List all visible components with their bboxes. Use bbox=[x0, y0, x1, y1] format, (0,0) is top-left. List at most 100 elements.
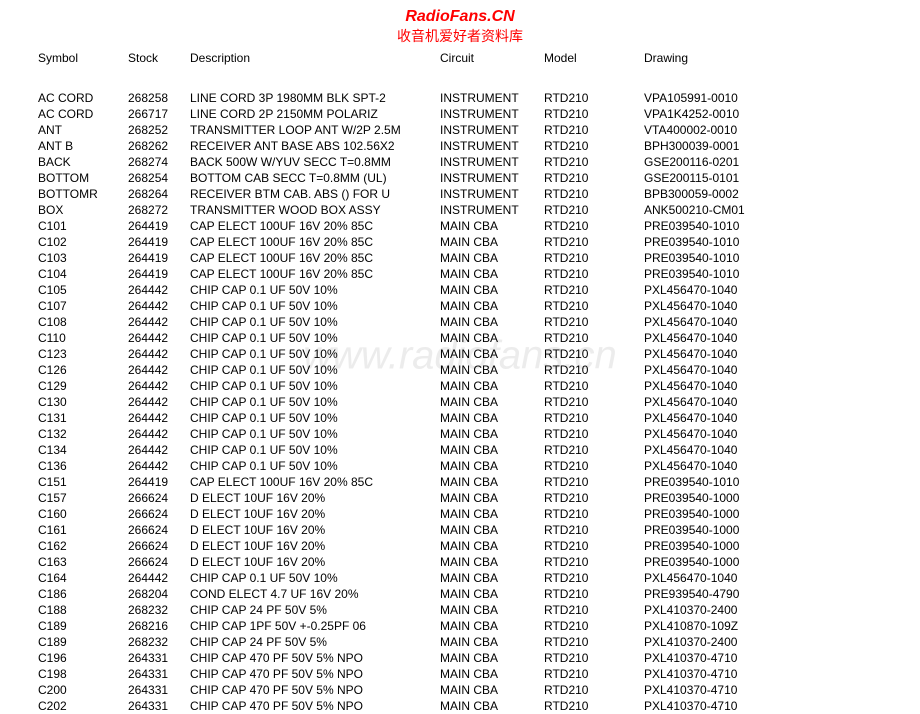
table-cell: 264442 bbox=[128, 314, 190, 330]
table-cell: C198 bbox=[38, 666, 128, 682]
table-cell: BACK bbox=[38, 154, 128, 170]
table-row: C164264442CHIP CAP 0.1 UF 50V 10%MAIN CB… bbox=[38, 570, 882, 586]
table-cell: RTD210 bbox=[544, 362, 644, 378]
table-cell: CAP ELECT 100UF 16V 20% 85C bbox=[190, 266, 440, 282]
table-cell: 266624 bbox=[128, 506, 190, 522]
table-cell: MAIN CBA bbox=[440, 618, 544, 634]
table-cell: 264442 bbox=[128, 570, 190, 586]
table-cell: C196 bbox=[38, 650, 128, 666]
table-cell: C134 bbox=[38, 442, 128, 458]
table-cell: D ELECT 10UF 16V 20% bbox=[190, 538, 440, 554]
table-cell: CHIP CAP 470 PF 50V 5% NPO bbox=[190, 682, 440, 698]
table-cell: MAIN CBA bbox=[440, 698, 544, 714]
table-cell: CHIP CAP 0.1 UF 50V 10% bbox=[190, 458, 440, 474]
table-row: C136264442CHIP CAP 0.1 UF 50V 10%MAIN CB… bbox=[38, 458, 882, 474]
table-cell: C130 bbox=[38, 394, 128, 410]
table-cell: MAIN CBA bbox=[440, 218, 544, 234]
table-row: C126264442CHIP CAP 0.1 UF 50V 10%MAIN CB… bbox=[38, 362, 882, 378]
table-cell: RTD210 bbox=[544, 234, 644, 250]
table-cell: PRE939540-4790 bbox=[644, 586, 804, 602]
table-cell: RTD210 bbox=[544, 682, 644, 698]
table-cell: LINE CORD 3P 1980MM BLK SPT-2 bbox=[190, 90, 440, 106]
table-header-row: Symbol Stock Description Circuit Model D… bbox=[38, 50, 882, 90]
table-cell: 266624 bbox=[128, 522, 190, 538]
table-cell: RTD210 bbox=[544, 106, 644, 122]
table-row: BOTTOM268254BOTTOM CAB SECC T=0.8MM (UL)… bbox=[38, 170, 882, 186]
table-cell: RTD210 bbox=[544, 458, 644, 474]
table-cell: INSTRUMENT bbox=[440, 154, 544, 170]
table-row: C189268216CHIP CAP 1PF 50V +-0.25PF 06MA… bbox=[38, 618, 882, 634]
table-cell: 268272 bbox=[128, 202, 190, 218]
table-cell: MAIN CBA bbox=[440, 538, 544, 554]
table-cell: PXL456470-1040 bbox=[644, 282, 804, 298]
col-header-model: Model bbox=[544, 50, 644, 66]
table-cell: BOTTOM CAB SECC T=0.8MM (UL) bbox=[190, 170, 440, 186]
table-cell: C200 bbox=[38, 682, 128, 698]
table-cell: PRE039540-1000 bbox=[644, 490, 804, 506]
table-cell: CAP ELECT 100UF 16V 20% 85C bbox=[190, 234, 440, 250]
table-row: C202264331CHIP CAP 470 PF 50V 5% NPOMAIN… bbox=[38, 698, 882, 714]
table-cell: PXL410870-109Z bbox=[644, 618, 804, 634]
table-cell: MAIN CBA bbox=[440, 282, 544, 298]
table-row: C107264442CHIP CAP 0.1 UF 50V 10%MAIN CB… bbox=[38, 298, 882, 314]
table-cell: PXL456470-1040 bbox=[644, 410, 804, 426]
table-cell: RTD210 bbox=[544, 266, 644, 282]
table-cell: MAIN CBA bbox=[440, 250, 544, 266]
table-cell: INSTRUMENT bbox=[440, 202, 544, 218]
table-cell: RTD210 bbox=[544, 170, 644, 186]
table-cell: RTD210 bbox=[544, 314, 644, 330]
table-cell: INSTRUMENT bbox=[440, 106, 544, 122]
col-header-drawing: Drawing bbox=[644, 50, 804, 66]
table-cell: VPA105991-0010 bbox=[644, 90, 804, 106]
table-cell: PXL410370-4710 bbox=[644, 698, 804, 714]
table-cell: PXL456470-1040 bbox=[644, 458, 804, 474]
table-cell: MAIN CBA bbox=[440, 522, 544, 538]
table-cell: MAIN CBA bbox=[440, 410, 544, 426]
table-cell: 264442 bbox=[128, 282, 190, 298]
table-row: C186268204COND ELECT 4.7 UF 16V 20%MAIN … bbox=[38, 586, 882, 602]
table-cell: ANK500210-CM01 bbox=[644, 202, 804, 218]
table-cell: PXL456470-1040 bbox=[644, 314, 804, 330]
table-cell: RTD210 bbox=[544, 474, 644, 490]
table-cell: 266717 bbox=[128, 106, 190, 122]
table-cell: RTD210 bbox=[544, 698, 644, 714]
table-cell: C105 bbox=[38, 282, 128, 298]
table-cell: MAIN CBA bbox=[440, 426, 544, 442]
table-cell: MAIN CBA bbox=[440, 362, 544, 378]
table-cell: 264331 bbox=[128, 698, 190, 714]
table-cell: MAIN CBA bbox=[440, 266, 544, 282]
table-cell: VPA1K4252-0010 bbox=[644, 106, 804, 122]
table-cell: PXL456470-1040 bbox=[644, 426, 804, 442]
table-cell: C186 bbox=[38, 586, 128, 602]
table-cell: RTD210 bbox=[544, 298, 644, 314]
table-cell: RTD210 bbox=[544, 666, 644, 682]
table-cell: VTA400002-0010 bbox=[644, 122, 804, 138]
table-cell: BOTTOM bbox=[38, 170, 128, 186]
table-cell: PXL456470-1040 bbox=[644, 346, 804, 362]
table-row: BOTTOMR268264RECEIVER BTM CAB. ABS () FO… bbox=[38, 186, 882, 202]
table-cell: PRE039540-1000 bbox=[644, 506, 804, 522]
table-cell: RTD210 bbox=[544, 426, 644, 442]
table-cell: MAIN CBA bbox=[440, 570, 544, 586]
table-row: C196264331CHIP CAP 470 PF 50V 5% NPOMAIN… bbox=[38, 650, 882, 666]
table-cell: CHIP CAP 0.1 UF 50V 10% bbox=[190, 442, 440, 458]
table-cell: C102 bbox=[38, 234, 128, 250]
table-cell: MAIN CBA bbox=[440, 298, 544, 314]
table-cell: MAIN CBA bbox=[440, 474, 544, 490]
table-cell: C101 bbox=[38, 218, 128, 234]
table-cell: CHIP CAP 470 PF 50V 5% NPO bbox=[190, 666, 440, 682]
table-row: C104264419CAP ELECT 100UF 16V 20% 85CMAI… bbox=[38, 266, 882, 282]
table-cell: MAIN CBA bbox=[440, 346, 544, 362]
table-cell: 264442 bbox=[128, 394, 190, 410]
table-cell: 268204 bbox=[128, 586, 190, 602]
table-cell: PXL410370-2400 bbox=[644, 602, 804, 618]
table-cell: BACK 500W W/YUV SECC T=0.8MM bbox=[190, 154, 440, 170]
table-cell: RTD210 bbox=[544, 554, 644, 570]
table-cell: MAIN CBA bbox=[440, 330, 544, 346]
table-cell: RTD210 bbox=[544, 538, 644, 554]
table-row: C134264442CHIP CAP 0.1 UF 50V 10%MAIN CB… bbox=[38, 442, 882, 458]
table-cell: AC CORD bbox=[38, 106, 128, 122]
table-cell: C108 bbox=[38, 314, 128, 330]
table-cell: C162 bbox=[38, 538, 128, 554]
table-cell: C202 bbox=[38, 698, 128, 714]
